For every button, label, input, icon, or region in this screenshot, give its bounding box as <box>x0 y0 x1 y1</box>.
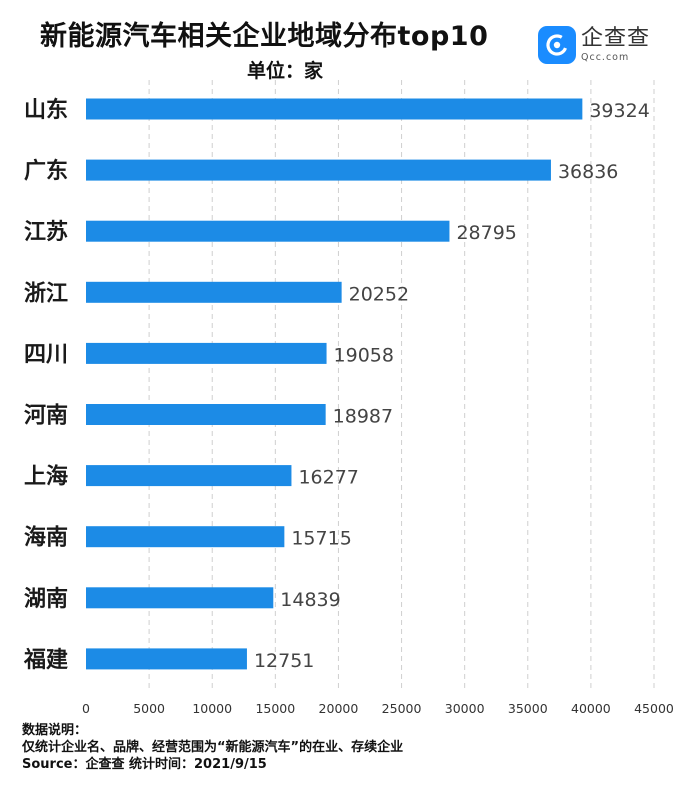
bar <box>86 404 326 425</box>
value-label: 19058 <box>334 344 394 366</box>
category-label: 四川 <box>24 342 68 367</box>
category-label: 海南 <box>24 525 68 551</box>
category-label: 上海 <box>24 464 68 490</box>
notes-heading: 数据说明： <box>22 723 88 738</box>
chart-title: 新能源汽车相关企业地域分布top10 <box>40 21 489 52</box>
x-tick-label: 0 <box>82 701 90 716</box>
qcc-logo: 企查查 Qcc.com <box>538 24 650 66</box>
x-tick-label: 30000 <box>445 701 485 716</box>
category-label: 福建 <box>23 648 68 673</box>
x-tick-label: 45000 <box>634 701 674 716</box>
logo-text-en: Qcc.com <box>581 51 630 63</box>
bar <box>86 342 327 364</box>
chart-subtitle: 单位：家 <box>246 60 323 82</box>
bar <box>86 98 583 120</box>
value-label: 12751 <box>254 650 314 672</box>
x-tick-label: 25000 <box>382 701 422 716</box>
category-label: 河南 <box>24 404 68 429</box>
category-label: 江苏 <box>24 219 68 245</box>
bar <box>86 159 551 181</box>
x-tick-label: 35000 <box>508 701 548 716</box>
notes-line-1: 仅统计企业名、品牌、经营范围为“新能源汽车”的在业、存续企业 <box>22 740 404 755</box>
bar <box>86 648 247 670</box>
value-label: 20252 <box>349 283 409 305</box>
value-label: 18987 <box>333 406 393 428</box>
bar <box>86 220 450 242</box>
category-label: 湖南 <box>24 587 68 612</box>
qcc-logo-icon <box>538 26 576 64</box>
category-label: 山东 <box>24 97 68 123</box>
value-label: 36836 <box>558 161 618 183</box>
value-label: 14839 <box>280 589 340 611</box>
value-label: 15715 <box>291 528 351 550</box>
value-label: 16277 <box>298 467 358 489</box>
bar <box>86 465 292 487</box>
bar <box>86 526 285 548</box>
value-label: 28795 <box>456 222 516 244</box>
x-tick-label: 20000 <box>319 701 359 716</box>
bar <box>86 281 342 303</box>
value-label: 39324 <box>589 100 649 122</box>
notes-line-2: Source：企查查 统计时间：2021/9/15 <box>22 757 267 772</box>
x-tick-label: 5000 <box>133 701 165 716</box>
data-notes: 数据说明： 仅统计企业名、品牌、经营范围为“新能源汽车”的在业、存续企业 Sou… <box>22 722 403 773</box>
x-tick-label: 10000 <box>192 701 232 716</box>
x-tick-label: 15000 <box>255 701 295 716</box>
category-label: 浙江 <box>24 281 68 306</box>
category-label: 广东 <box>24 158 68 184</box>
logo-text-cn: 企查查 <box>581 25 651 51</box>
bar <box>86 587 274 609</box>
x-tick-label: 40000 <box>571 701 611 716</box>
